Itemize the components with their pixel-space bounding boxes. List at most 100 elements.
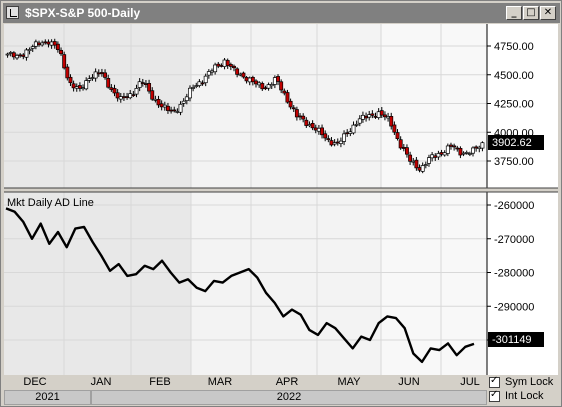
candle-down	[389, 116, 394, 127]
candle-up	[90, 77, 95, 79]
candle-down	[279, 81, 284, 91]
candle-down	[320, 127, 324, 136]
candle-down	[395, 132, 400, 139]
candle-down	[414, 159, 419, 169]
price-last-value-box	[488, 135, 544, 150]
ad-tick-label: -270000	[494, 234, 534, 246]
candle-up	[348, 131, 353, 134]
candle-up	[203, 75, 208, 84]
candle-down	[121, 96, 126, 99]
chart-window-icon[interactable]	[6, 6, 19, 19]
year-label: 2021	[35, 391, 60, 403]
candle-down	[417, 167, 422, 171]
candle-up	[338, 140, 343, 144]
shade-band-lightest	[381, 24, 487, 375]
month-axis: DEC JAN FEB MAR APR MAY JUN JUL	[4, 375, 487, 389]
candle-up	[461, 152, 466, 155]
sym-lock-checkbox[interactable]	[489, 375, 500, 388]
candle-down	[379, 110, 384, 116]
month-label: JUL	[460, 376, 480, 388]
candle-down	[392, 124, 397, 133]
candle-up	[266, 84, 271, 89]
candle-up	[257, 82, 262, 86]
sym-lock-toggle[interactable]: Sym Lock	[489, 375, 561, 390]
candle-up	[351, 124, 356, 134]
candle-down	[405, 147, 409, 155]
candle-up	[238, 73, 243, 76]
candle-down	[65, 66, 70, 79]
candle-up	[272, 77, 277, 85]
candle-up	[210, 70, 214, 73]
horizontal-gridlines	[4, 45, 487, 341]
panel-separator[interactable]	[4, 188, 558, 192]
year-label: 2022	[276, 391, 302, 403]
candle-up	[118, 96, 123, 100]
candle-up	[376, 111, 381, 118]
candle-down	[433, 155, 438, 158]
month-label: FEB	[149, 376, 171, 388]
candle-down	[11, 52, 16, 58]
maximize-button[interactable]: □	[523, 6, 539, 20]
chart-area[interactable]: 4750.00 4500.00 4250.00 4000.00 3750.00 -260…	[4, 24, 558, 375]
candle-down	[143, 83, 148, 86]
candle-up	[74, 86, 79, 89]
candle-down	[439, 152, 444, 155]
candle-up	[464, 152, 469, 154]
candle-up	[213, 64, 218, 73]
candle-down	[225, 60, 230, 66]
candle-down	[232, 65, 236, 69]
candle-down	[99, 72, 104, 74]
title-bar[interactable]: $SPX-S&P 500-Daily _ □ ✕	[3, 3, 560, 23]
price-tick-label: 3750.00	[494, 156, 534, 168]
candle-down	[401, 146, 406, 149]
candle-down	[329, 140, 334, 146]
candle-down	[43, 41, 48, 44]
candle-down	[96, 72, 101, 75]
shade-band-dark	[4, 24, 191, 375]
candle-up	[467, 153, 472, 155]
candle-down	[282, 90, 287, 94]
candle-down	[125, 96, 130, 98]
candle-up	[33, 41, 38, 47]
candle-up	[269, 84, 274, 87]
candle-up	[477, 146, 482, 149]
year-box-2022: 2022	[91, 390, 487, 405]
candle-up	[307, 124, 312, 127]
year-box-2021: 2021	[4, 390, 91, 405]
candle-down	[241, 72, 246, 78]
candle-up	[162, 104, 167, 108]
candle-up	[178, 103, 183, 113]
candle-up	[427, 157, 431, 164]
candle-down	[301, 115, 306, 120]
ad-tick-label: -280000	[494, 268, 534, 280]
close-button[interactable]: ✕	[540, 6, 556, 20]
candle-down	[288, 100, 293, 108]
shade-band-light	[191, 24, 381, 375]
candle-up	[420, 165, 425, 172]
candle-down	[52, 41, 57, 46]
candle-down	[37, 42, 41, 46]
candle-down	[109, 87, 114, 90]
candle-up	[194, 85, 199, 87]
candle-down	[285, 92, 290, 103]
candle-down	[59, 49, 63, 55]
int-lock-toggle[interactable]: Int Lock	[489, 389, 561, 404]
minimize-button[interactable]: _	[506, 6, 522, 20]
candle-down	[156, 99, 161, 106]
candle-down	[228, 64, 233, 67]
int-lock-checkbox[interactable]	[489, 389, 500, 402]
candle-up	[93, 71, 98, 79]
candle-down	[77, 85, 82, 89]
candle-down	[166, 105, 170, 111]
ad-last-value: -301149	[492, 334, 532, 346]
candle-down	[276, 76, 280, 82]
candle-down	[172, 109, 177, 112]
candle-down	[313, 127, 318, 131]
candle-down	[373, 116, 378, 118]
candle-up	[27, 49, 32, 52]
candle-up	[357, 118, 362, 124]
candle-down	[408, 154, 413, 162]
candle-up	[84, 80, 89, 90]
